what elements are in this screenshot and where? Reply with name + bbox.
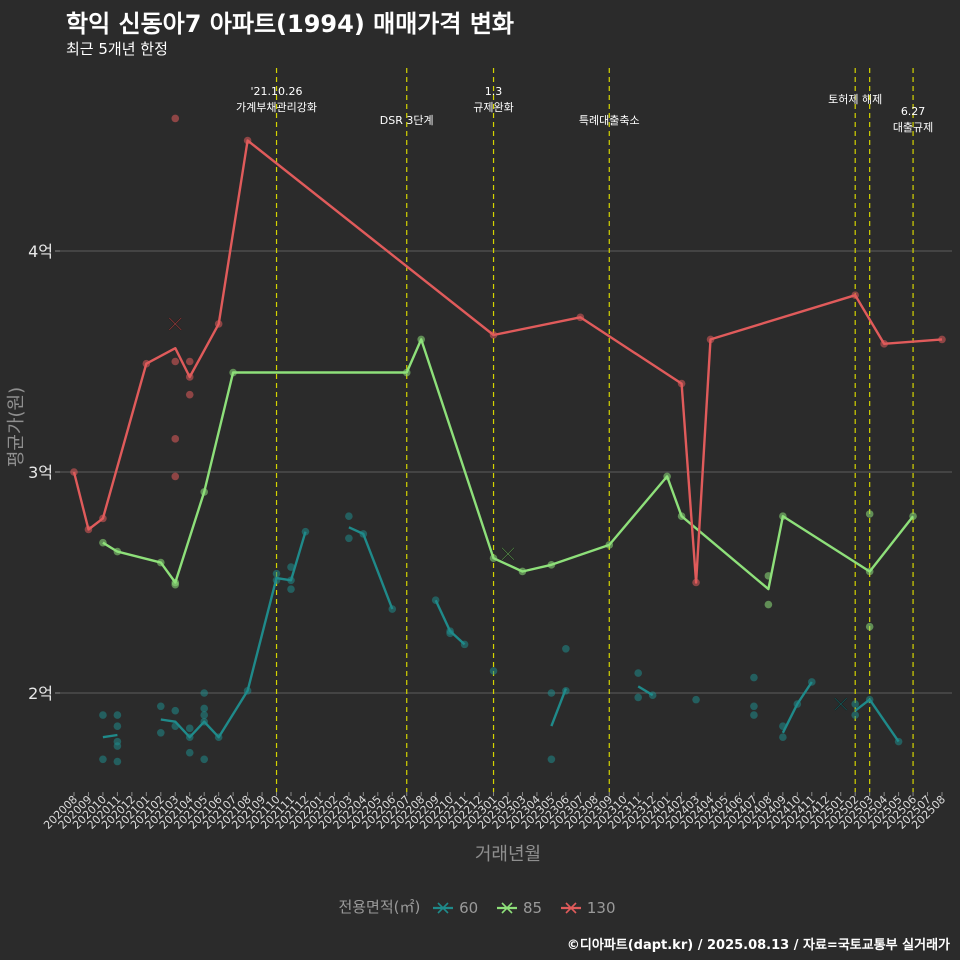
data-point [113, 722, 122, 730]
data-point [157, 728, 165, 737]
series-line [348, 526, 394, 610]
data-point [185, 357, 194, 366]
data-point [865, 622, 874, 631]
legend-item-130[interactable]: 130 [559, 898, 622, 917]
legend-title: 전용면적(㎡) [338, 898, 421, 916]
series-line [637, 685, 654, 697]
legend-key-cross [565, 902, 577, 914]
data-point [171, 114, 180, 123]
data-point [171, 472, 180, 481]
data-point [171, 706, 180, 715]
data-point [692, 695, 700, 704]
data-point [171, 435, 180, 443]
data-point [113, 757, 122, 766]
data-point [345, 534, 353, 543]
outlier-marker-inner [168, 317, 182, 331]
event-annotation: 토허제 해제 [828, 92, 882, 106]
y-tick-label: 2억 [28, 684, 53, 703]
data-point [113, 742, 122, 750]
series-line [550, 688, 568, 727]
legend-key-85-icon [497, 902, 518, 914]
legend-item-60[interactable]: 60 [431, 898, 484, 917]
data-point [287, 563, 295, 571]
data-point [779, 733, 787, 741]
outlier-marker-inner [834, 697, 848, 711]
data-point [345, 512, 353, 520]
data-point [750, 711, 758, 719]
y-tick-label: 4억 [28, 242, 53, 261]
data-point [185, 390, 194, 399]
data-point [200, 711, 208, 719]
data-point [865, 510, 874, 518]
data-point [634, 693, 642, 702]
data-point [272, 569, 281, 578]
data-point [185, 724, 194, 733]
data-point [851, 700, 859, 708]
series-line [160, 531, 307, 739]
chart-subtitle: 최근 5개년 한정 [66, 40, 168, 58]
event-annotation: DSR 3단계 [380, 114, 434, 127]
data-point [171, 357, 180, 366]
data-point [113, 711, 122, 719]
legend-label-60: 60 [459, 898, 479, 917]
data-point [200, 704, 208, 713]
data-point [157, 702, 165, 711]
event-annotation: 특례대출축소 [579, 114, 640, 127]
legend-key-cross [501, 902, 513, 914]
legend-label-130: 130 [586, 898, 616, 917]
data-point [547, 689, 556, 697]
data-point [185, 748, 194, 757]
event-annotation: '21.10.26 [251, 85, 303, 98]
data-point [764, 600, 773, 609]
data-point [851, 711, 859, 719]
event-annotation: 6.27 [901, 105, 926, 118]
data-point [99, 711, 107, 719]
series-line [781, 681, 813, 734]
event-annotation: 규제완화 [473, 101, 513, 114]
series-line [102, 338, 915, 591]
data-point [562, 645, 570, 653]
series-line [854, 698, 900, 743]
data-point [634, 669, 642, 677]
source-caption: ©디아파트(dapt.kr) / 2025.08.13 / 자료=국토교통부 실… [566, 938, 950, 953]
event-annotation: 대출규제 [893, 121, 933, 134]
event-annotation: 1.3 [485, 85, 503, 98]
data-point [99, 755, 107, 764]
data-point [200, 689, 208, 697]
y-tick-label: 3억 [28, 463, 53, 482]
legend-item-85[interactable]: 85 [495, 898, 548, 917]
chart-title: 학익 신동아7 아파트(1994) 매매가격 변화 [66, 10, 514, 38]
outlier-marker-inner [501, 547, 515, 561]
data-point [750, 702, 758, 711]
data-point [547, 755, 556, 764]
series-line [102, 733, 118, 739]
data-point [489, 667, 498, 675]
legend-key-130-icon [560, 902, 581, 914]
legend: 전용면적(㎡) 60 85 130 [0, 896, 960, 917]
data-point [171, 580, 180, 589]
event-annotation: 가계부채관리강화 [236, 101, 317, 114]
series-line [434, 599, 466, 646]
legend-label-85: 85 [523, 898, 543, 917]
series-line [72, 139, 943, 584]
data-point [200, 755, 208, 764]
data-point [287, 585, 295, 593]
x-axis-title: 거래년월 [475, 844, 541, 865]
data-point [301, 527, 310, 536]
data-point [750, 673, 758, 682]
legend-key-60-icon [433, 902, 454, 914]
legend-key-cross [437, 902, 449, 914]
y-axis-title: 평균가(원) [6, 387, 27, 467]
